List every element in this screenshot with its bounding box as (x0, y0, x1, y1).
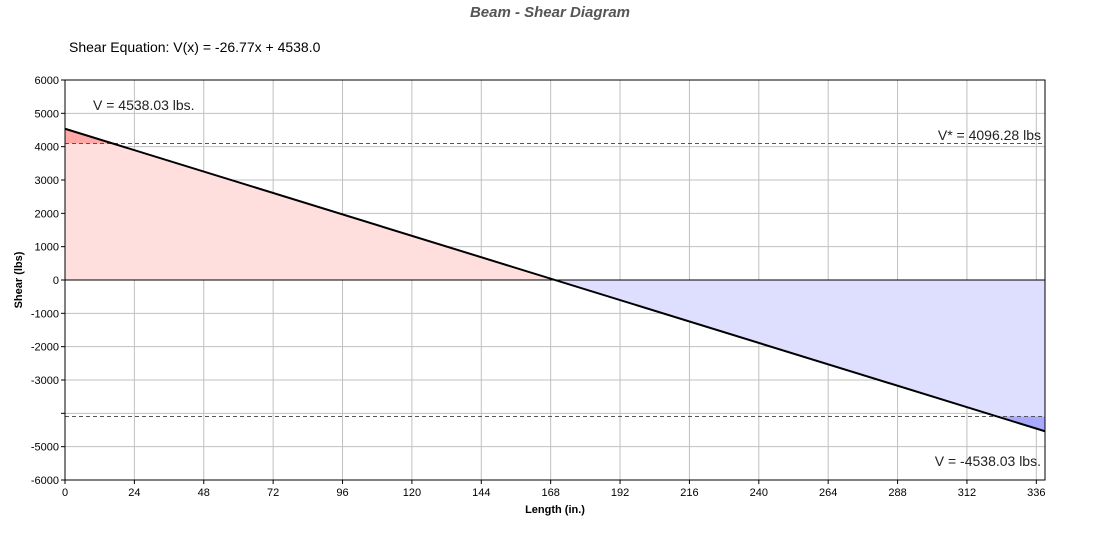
y-tick-label: 0 (53, 275, 59, 287)
x-tick-label: 168 (541, 487, 559, 499)
x-tick-label: 96 (336, 487, 348, 499)
x-tick-label: 216 (680, 487, 698, 499)
y-tick-label: -1000 (31, 308, 59, 320)
y-tick-label: -6000 (31, 475, 59, 487)
shear-line (64, 127, 1046, 433)
x-tick-label: 120 (403, 487, 421, 499)
x-tick-label: 240 (750, 487, 768, 499)
y-tick-label: -3000 (31, 375, 59, 387)
x-tick-label: 264 (819, 487, 837, 499)
y-tick-label: 4000 (35, 142, 59, 154)
y-tick-label: 2000 (35, 208, 59, 220)
y-axis-label: Shear (lbs) (13, 251, 25, 308)
y-tick-label: 1000 (35, 242, 59, 254)
x-tick-label: 288 (888, 487, 906, 499)
allowable-shear-label: V* = 4096.28 lbs (938, 127, 1041, 143)
x-tick-label: 336 (1027, 487, 1045, 499)
y-tick-label: 6000 (35, 75, 59, 87)
x-axis-label: Length (in.) (525, 504, 585, 516)
x-tick-label: 48 (198, 487, 210, 499)
x-tick-label: 72 (267, 487, 279, 499)
x-tick-label: 24 (128, 487, 140, 499)
y-tick-label: 3000 (35, 175, 59, 187)
y-tick-label: -5000 (31, 442, 59, 454)
chart-title: Beam - Shear Diagram (470, 4, 630, 21)
shear-equation: Shear Equation: V(x) = -26.77x + 4538.0 (69, 39, 321, 55)
y-tick-label: -2000 (31, 342, 59, 354)
x-tick-label: 312 (958, 487, 976, 499)
min-shear-label: V = -4538.03 lbs. (935, 453, 1041, 469)
y-tick-label: 5000 (35, 108, 59, 120)
max-shear-label: V = 4538.03 lbs. (93, 97, 195, 113)
x-tick-label: 0 (62, 487, 68, 499)
x-tick-label: 144 (472, 487, 490, 499)
x-tick-label: 192 (611, 487, 629, 499)
